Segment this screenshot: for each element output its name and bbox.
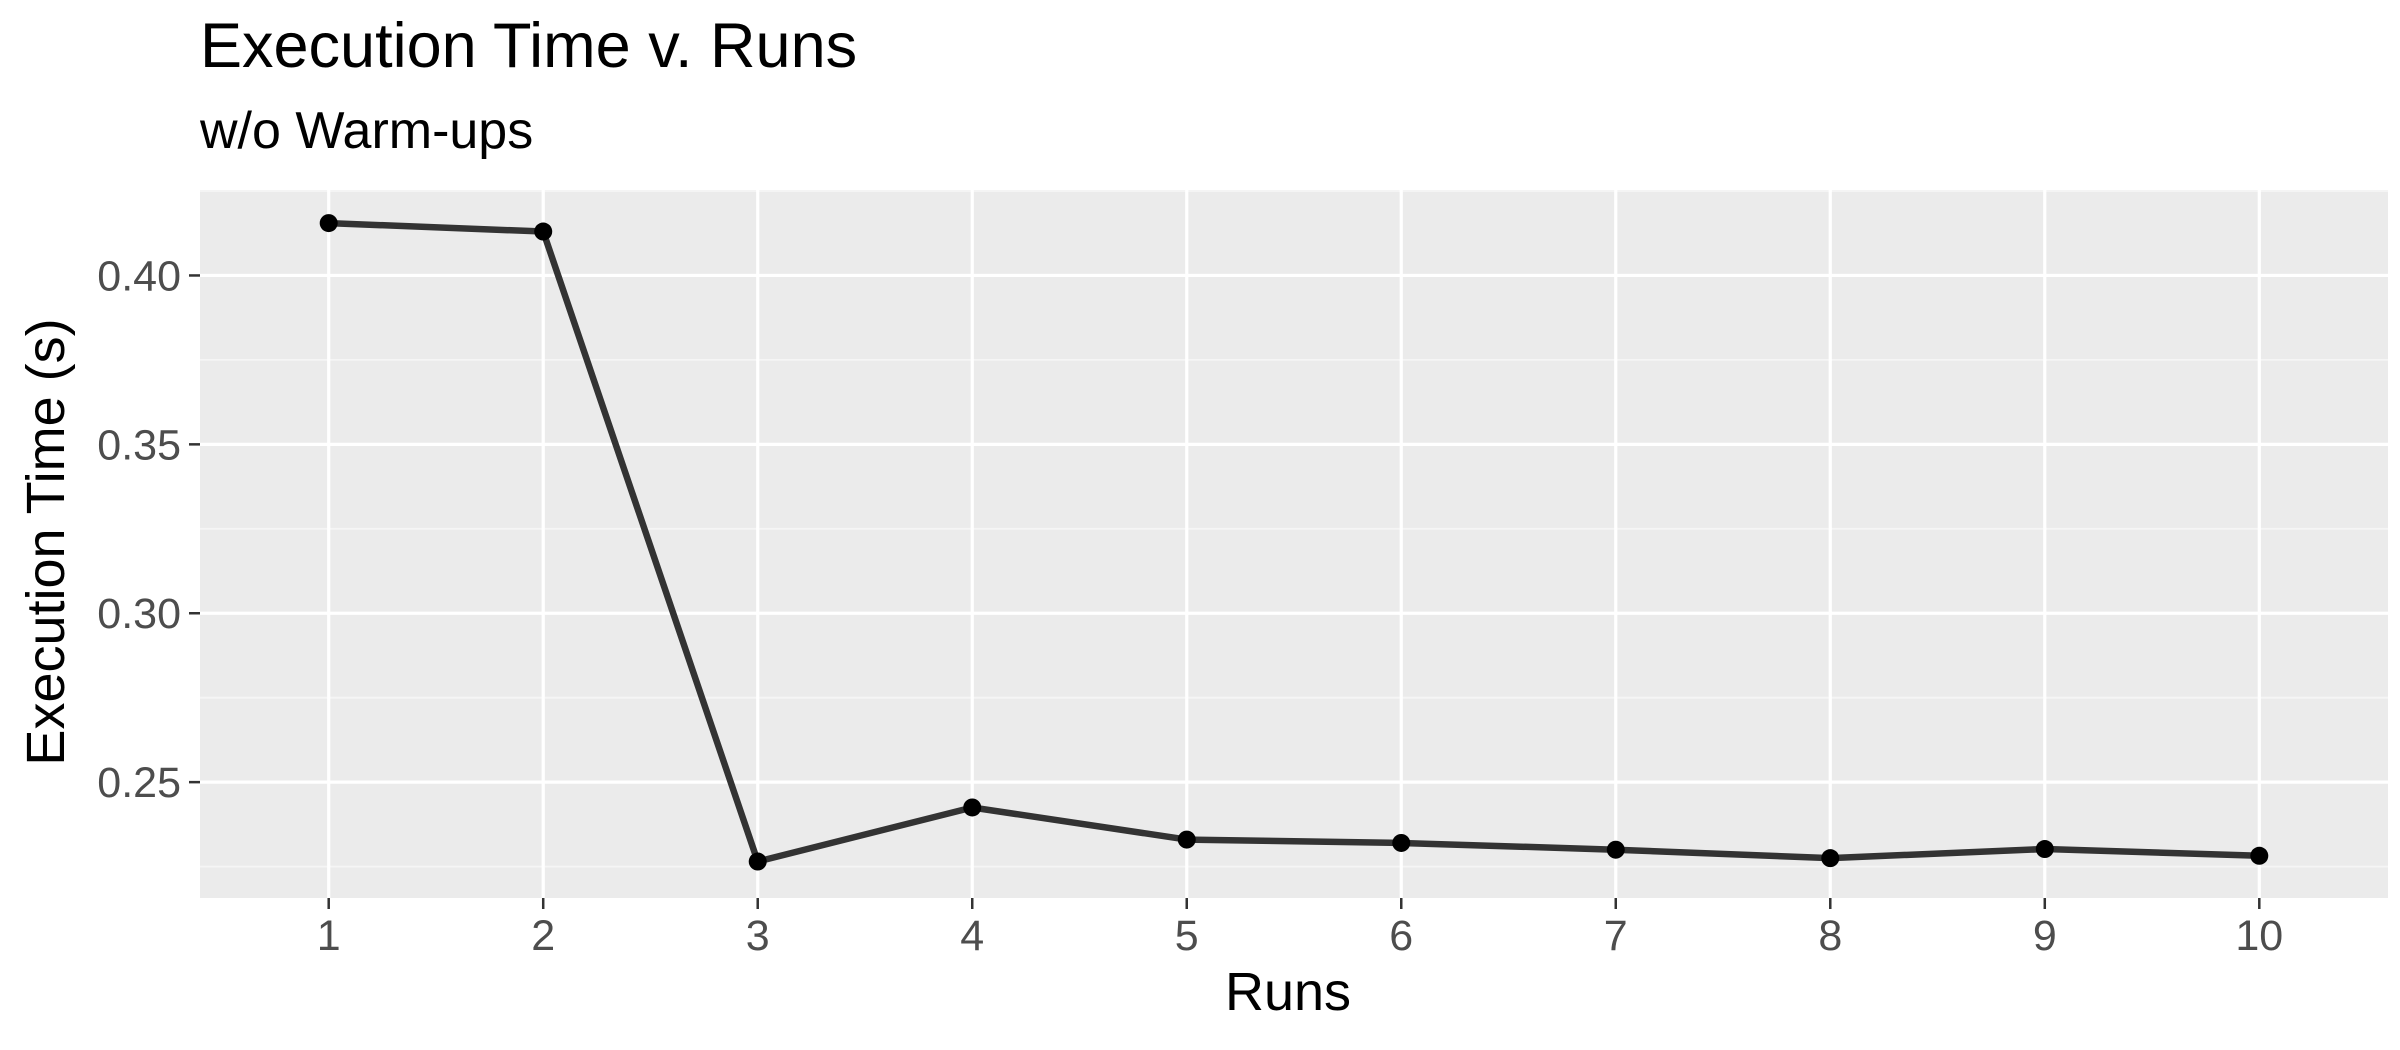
series-line [325,219,2263,865]
y-tick-label: 0.25 [97,759,181,807]
chart-title: Execution Time v. Runs [200,11,857,81]
x-tick-label: 10 [2235,912,2283,960]
y-tick-label: 0.35 [97,421,181,469]
data-point [963,798,982,817]
x-tick-label: 6 [1389,912,1413,960]
data-point [534,222,553,241]
x-tick-label: 5 [1175,912,1199,960]
series-layer [319,214,2269,871]
x-tick-label: 9 [2033,912,2057,960]
x-tick-label: 2 [531,912,555,960]
data-point [1606,840,1625,859]
data-point [748,852,767,871]
y-axis: 0.25 0.30 0.35 0.40 [97,252,200,807]
grid-lines [200,190,2388,898]
x-tick-label: 8 [1818,912,1842,960]
data-point [2035,840,2054,859]
chart-subtitle: w/o Warm-ups [199,102,533,160]
x-axis: 1 2 3 4 5 6 7 8 9 10 [317,898,2283,960]
y-tick-label: 0.40 [97,252,181,300]
y-axis-label: Execution Time (s) [16,318,76,765]
data-point [319,214,338,233]
data-point [1821,849,1840,868]
x-tick-label: 7 [1604,912,1628,960]
x-tick-label: 4 [960,912,984,960]
x-tick-label: 1 [317,912,341,960]
data-point [1177,830,1196,849]
x-axis-label: Runs [1225,962,1351,1022]
plot-panel [200,190,2388,898]
y-tick-label: 0.30 [97,590,181,638]
data-point [2250,846,2269,865]
data-point [1392,833,1411,852]
x-tick-label: 3 [746,912,770,960]
